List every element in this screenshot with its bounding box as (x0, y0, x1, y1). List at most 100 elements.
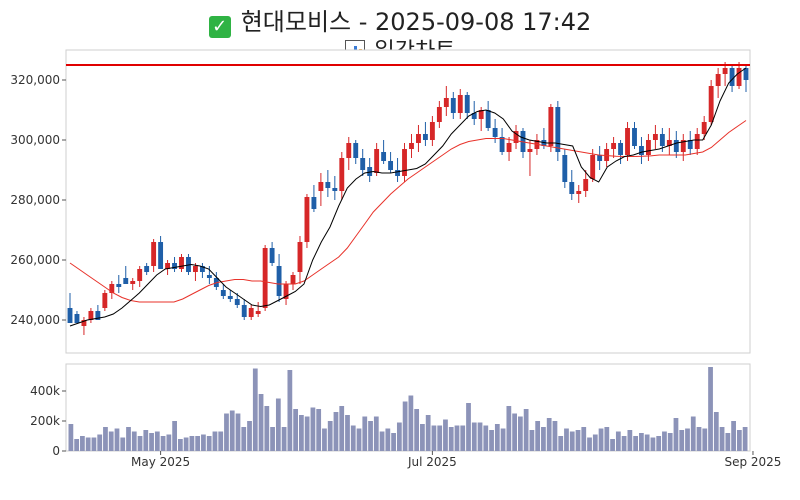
candle-body (478, 110, 484, 119)
volume-y-tick-label: 0 (52, 444, 60, 458)
volume-bar (385, 428, 391, 451)
candle-body (381, 152, 387, 161)
volume-bar (80, 436, 85, 451)
volume-bar (523, 409, 529, 451)
volume-bar (172, 421, 177, 451)
candle-body (450, 98, 456, 113)
candle-body (255, 311, 261, 314)
volume-bar (437, 425, 443, 451)
volume-bar (149, 433, 154, 451)
volume-bar (702, 428, 708, 451)
candle-body (234, 299, 240, 305)
volume-bar (581, 427, 587, 451)
candle-body (499, 137, 505, 152)
candle-body (443, 98, 449, 107)
candle-body (144, 266, 150, 272)
candle-body (694, 134, 700, 149)
candle-body (193, 266, 198, 272)
volume-bar (535, 421, 541, 451)
price-y-tick-label: 240,000 (10, 313, 60, 327)
volume-bar (731, 421, 736, 451)
candle-body (199, 266, 205, 272)
volume-bar (633, 436, 639, 451)
candle-body (402, 149, 407, 176)
price-plot-area (65, 49, 751, 354)
candle-body (639, 146, 644, 155)
volume-bar (299, 415, 304, 451)
candle-body (88, 311, 94, 320)
candle-body (583, 179, 589, 191)
volume-bar (425, 415, 431, 451)
candle-body (429, 122, 435, 140)
candle-body (708, 86, 714, 122)
volume-y-axis: 0 200k 400k (30, 384, 66, 458)
candle-body (248, 308, 254, 317)
volume-bar (690, 416, 696, 451)
volume-bar (333, 412, 339, 451)
volume-bar (126, 427, 131, 451)
volume-bar (212, 431, 218, 451)
volume-bar (742, 427, 748, 451)
volume-bar (68, 424, 74, 451)
chart-title-text: 현대모비스 - 2025-09-08 17:42 (240, 8, 592, 36)
volume-bar (713, 412, 719, 451)
candle-body (743, 68, 749, 80)
candle-body (457, 95, 463, 113)
chart-title: ✓ 현대모비스 - 2025-09-08 17:42 (0, 2, 800, 38)
candle-body (416, 134, 421, 143)
candle-body (436, 107, 442, 122)
volume-bar (529, 430, 535, 451)
candle-body (506, 143, 512, 152)
volume-bar (287, 370, 293, 451)
volume-bar (322, 428, 327, 451)
candle-body (346, 143, 352, 158)
candle-body (81, 320, 87, 326)
volume-bar (431, 425, 437, 451)
candle-body (304, 197, 310, 242)
volume-bar (667, 433, 673, 451)
candle-body (625, 128, 630, 155)
candle-body (513, 131, 519, 143)
volume-bar (564, 428, 569, 451)
candle-body (241, 305, 247, 317)
volume-bar (160, 436, 166, 451)
candle-body (172, 263, 177, 269)
volume-bar (489, 430, 494, 451)
volume-bar (368, 421, 373, 451)
volume-bar (708, 367, 713, 451)
volume-bar (569, 431, 575, 451)
volume-bar (218, 431, 224, 451)
candle-body (353, 143, 359, 158)
candle-body (673, 140, 679, 152)
volume-bar (195, 436, 201, 451)
volume-bar (500, 428, 506, 451)
volume-bar (166, 434, 172, 451)
candle-body (422, 134, 428, 140)
candle-body (95, 311, 101, 320)
candle-body (311, 197, 317, 209)
candle-body (548, 107, 554, 146)
candle-body (151, 242, 157, 266)
candle-body (666, 140, 672, 146)
volume-bar (685, 428, 690, 451)
candle-body (569, 182, 575, 194)
candle-body (269, 248, 275, 263)
candle-body (388, 161, 394, 170)
volume-bar (229, 410, 235, 451)
volume-bar (177, 439, 183, 451)
candle-body (332, 188, 338, 191)
candle-body (158, 242, 164, 269)
volume-bar (575, 430, 581, 451)
x-tick-label: May 2025 (131, 455, 190, 469)
ma20-line (69, 120, 747, 303)
ma5-line (69, 67, 747, 327)
volume-bar (108, 431, 114, 451)
candle-body (729, 68, 735, 86)
volume-bar (252, 368, 258, 451)
volume-bar (258, 394, 264, 451)
candle-body (130, 281, 136, 284)
candle-body (632, 128, 637, 146)
candle-body (562, 155, 568, 182)
volume-bar (627, 430, 633, 451)
candle-body (360, 158, 366, 170)
